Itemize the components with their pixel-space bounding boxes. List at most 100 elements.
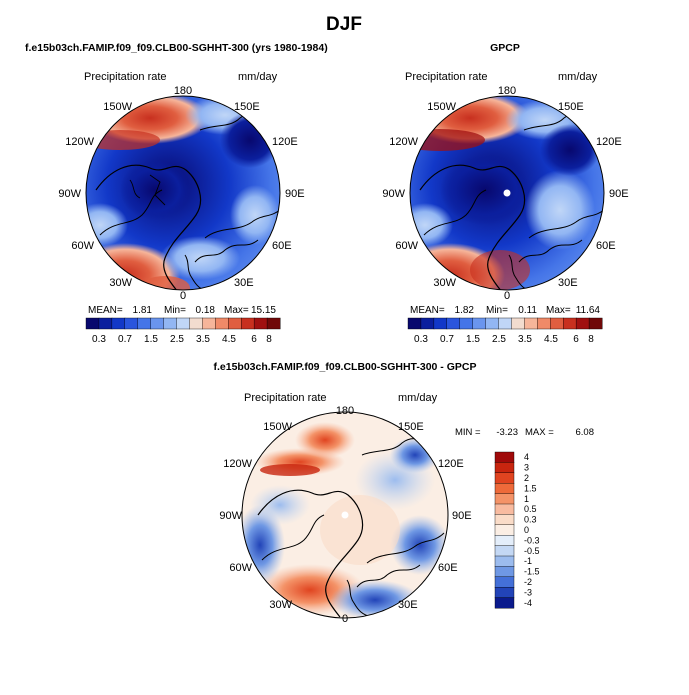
colorbar-swatch [494, 451, 515, 463]
lon-label-150e: 150E [234, 101, 260, 113]
colorbar-swatch [537, 317, 551, 330]
colorbar-swatch [494, 503, 515, 515]
lon-label-150e: 150E [558, 101, 584, 113]
panel-obs-units: mm/day [558, 71, 598, 83]
page-title: DJF [326, 14, 362, 35]
colorbar-label: 0.5 [524, 504, 537, 514]
colorbar-swatch [266, 317, 281, 330]
lon-label-120w: 120W [65, 136, 94, 148]
cb-label-0: 0.3 [414, 334, 428, 345]
panel-obs-map [410, 96, 604, 290]
colorbar-swatch [494, 587, 515, 599]
colorbar-label: 0 [524, 525, 529, 535]
cb-label-6: 6 [251, 334, 257, 345]
colorbar-swatch [189, 317, 203, 330]
colorbar-swatch [240, 317, 255, 330]
colorbar-swatch [494, 545, 515, 557]
lon-label-60e: 60E [596, 240, 616, 252]
stat-max-value: 15.15 [251, 305, 276, 316]
stat-min-value: 0.18 [196, 305, 216, 316]
stat-max-label: MAX = [525, 427, 554, 438]
panel-model-map [86, 96, 280, 290]
colorbar-label: -1.5 [524, 567, 540, 577]
colorbar-swatch [459, 317, 474, 330]
colorbar-swatch [588, 317, 603, 330]
cb-label-4: 3.5 [518, 334, 532, 345]
cb-label-1: 0.7 [118, 334, 132, 345]
colorbar-swatch [494, 597, 515, 609]
lon-label-30e: 30E [558, 277, 578, 289]
lon-label-120e: 120E [438, 458, 464, 470]
colorbar-swatch [124, 317, 139, 330]
colorbar-swatch [494, 462, 515, 474]
lon-label-90w: 90W [219, 510, 242, 522]
stat-min-label: Min= [486, 305, 508, 316]
colorbar-swatch [215, 317, 229, 330]
lon-label-60e: 60E [272, 240, 292, 252]
stat-mean-value: 1.82 [455, 305, 475, 316]
colorbar-swatch [420, 317, 435, 330]
colorbar-label: -0.5 [524, 546, 540, 556]
lon-label-90e: 90E [452, 510, 472, 522]
stat-min-label: Min= [164, 305, 186, 316]
panel-model: f.e15b03ch.FAMIP.f09_f09.CLB00-SGHHT-300… [25, 42, 328, 345]
panel-diff-lon-labels: 180 150E 120E 90E 60E 30E 0 30W 60W 90W … [219, 405, 471, 625]
lon-label-60w: 60W [71, 240, 94, 252]
colorbar-swatch [494, 483, 515, 495]
lon-label-180: 180 [336, 405, 354, 417]
panel-diff-colorbar [494, 451, 515, 609]
lon-label-30e: 30E [234, 277, 254, 289]
colorbar-swatch [575, 317, 590, 330]
panel-obs-title: GPCP [490, 42, 520, 54]
colorbar-swatch [485, 317, 500, 330]
panel-diff-title: f.e15b03ch.FAMIP.f09_f09.CLB00-SGHHT-300… [214, 361, 477, 373]
colorbar-swatch [498, 317, 512, 330]
lon-label-120w: 120W [223, 458, 252, 470]
cb-label-2: 1.5 [466, 334, 480, 345]
lon-label-90w: 90W [382, 188, 405, 200]
colorbar-swatch [472, 317, 487, 330]
colorbar-swatch [494, 535, 515, 547]
panel-model-colorbar [85, 317, 281, 330]
colorbar-label: -3 [524, 587, 532, 597]
panel-model-lon-labels: 180 150E 120E 90E 60E 30E 0 30W 60W 90W … [58, 85, 304, 302]
panel-obs-lon-labels: 180 150E 120E 90E 60E 30E 0 30W 60W 90W … [382, 85, 628, 302]
lon-label-60w: 60W [229, 562, 252, 574]
lon-label-90w: 90W [58, 188, 81, 200]
colorbar-swatch [176, 317, 190, 330]
panel-obs-map-border [409, 95, 605, 291]
lon-label-120e: 120E [272, 136, 298, 148]
pole-hole [503, 189, 511, 197]
lon-label-150w: 150W [263, 421, 292, 433]
colorbar-swatch [494, 514, 515, 526]
lon-label-150w: 150W [103, 101, 132, 113]
colorbar-label: 0.3 [524, 515, 537, 525]
colorbar-swatch [253, 317, 268, 330]
stat-max-label: Max= [546, 305, 571, 316]
colorbar-swatch [446, 317, 461, 330]
cb-label-1: 0.7 [440, 334, 454, 345]
lon-label-90e: 90E [285, 188, 305, 200]
lon-label-60e: 60E [438, 562, 458, 574]
panel-model-title: f.e15b03ch.FAMIP.f09_f09.CLB00-SGHHT-300… [25, 42, 328, 54]
cb-label-6: 6 [573, 334, 579, 345]
lon-label-120w: 120W [389, 136, 418, 148]
colorbar-label: -0.3 [524, 535, 540, 545]
colorbar-swatch [228, 317, 242, 330]
colorbar-swatch [524, 317, 538, 330]
panel-diff-units: mm/day [398, 392, 438, 404]
stat-mean-value: 1.81 [133, 305, 153, 316]
stat-min-label: MIN = [455, 427, 481, 438]
panel-model-stats: MEAN= 1.81 Min= 0.18 Max= 15.15 [88, 305, 276, 316]
lon-label-0: 0 [504, 290, 510, 302]
panel-obs-colorbar [407, 317, 603, 330]
cb-label-3: 2.5 [492, 334, 506, 345]
colorbar-swatch [111, 317, 126, 330]
colorbar-swatch [494, 524, 515, 536]
colorbar-swatch [150, 317, 165, 330]
colorbar-swatch [494, 566, 515, 578]
lon-label-150e: 150E [398, 421, 424, 433]
lon-label-0: 0 [342, 613, 348, 625]
panel-model-units: mm/day [238, 71, 278, 83]
